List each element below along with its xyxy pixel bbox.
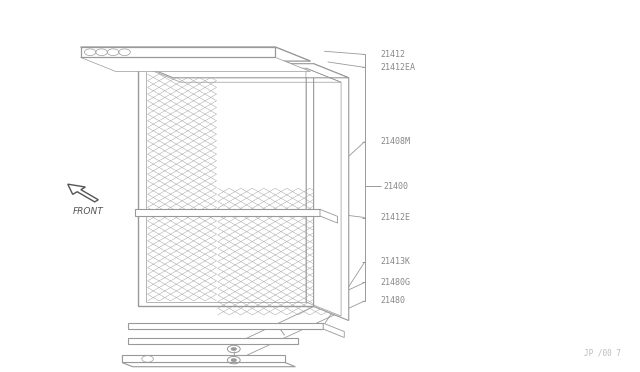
Polygon shape bbox=[81, 57, 310, 71]
Polygon shape bbox=[138, 64, 349, 78]
Polygon shape bbox=[135, 209, 320, 216]
Polygon shape bbox=[81, 47, 275, 57]
Text: 21412: 21412 bbox=[381, 50, 406, 59]
Polygon shape bbox=[314, 64, 349, 321]
Text: 21480G: 21480G bbox=[381, 278, 411, 287]
Polygon shape bbox=[122, 362, 296, 367]
Text: 21412E: 21412E bbox=[381, 213, 411, 222]
Text: FRONT: FRONT bbox=[73, 207, 104, 216]
Polygon shape bbox=[122, 355, 285, 362]
Text: 21413K: 21413K bbox=[381, 257, 411, 266]
Text: 21412EA: 21412EA bbox=[381, 63, 415, 72]
Polygon shape bbox=[129, 323, 323, 329]
Text: 21480: 21480 bbox=[381, 296, 406, 305]
Text: JP /00 7: JP /00 7 bbox=[584, 348, 621, 357]
Polygon shape bbox=[323, 323, 344, 337]
Circle shape bbox=[231, 347, 237, 351]
Polygon shape bbox=[320, 209, 337, 223]
Polygon shape bbox=[81, 47, 310, 61]
Circle shape bbox=[231, 359, 237, 362]
Polygon shape bbox=[129, 338, 298, 344]
Text: 21408M: 21408M bbox=[381, 137, 411, 146]
Text: 21400: 21400 bbox=[384, 182, 409, 190]
